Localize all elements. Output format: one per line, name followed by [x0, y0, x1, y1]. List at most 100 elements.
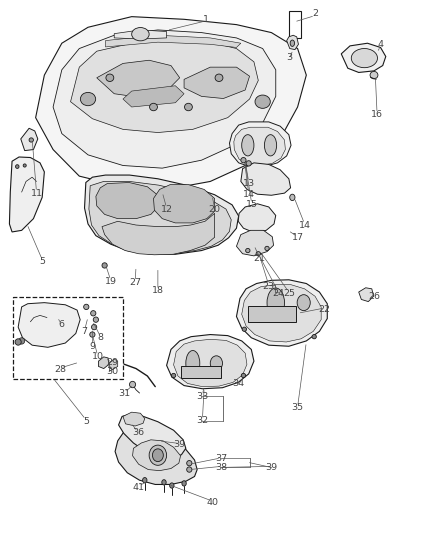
Polygon shape	[237, 280, 327, 346]
Text: 14: 14	[299, 221, 311, 230]
Ellipse shape	[15, 339, 21, 345]
Ellipse shape	[370, 71, 378, 79]
Text: 2: 2	[312, 10, 318, 19]
Text: 25: 25	[283, 288, 295, 297]
Ellipse shape	[150, 103, 157, 111]
Text: 8: 8	[97, 333, 103, 342]
Text: 11: 11	[31, 189, 42, 198]
Ellipse shape	[312, 335, 316, 339]
Text: 38: 38	[215, 463, 227, 472]
Text: 1: 1	[203, 15, 209, 24]
Polygon shape	[85, 175, 239, 254]
Polygon shape	[53, 30, 276, 168]
Text: 9: 9	[89, 342, 95, 351]
Polygon shape	[114, 30, 166, 39]
Bar	[181, 367, 221, 378]
Polygon shape	[184, 67, 250, 99]
Ellipse shape	[132, 28, 149, 41]
Text: 15: 15	[246, 200, 258, 209]
Polygon shape	[123, 412, 145, 426]
Polygon shape	[173, 340, 247, 386]
Polygon shape	[102, 213, 215, 255]
Polygon shape	[21, 128, 38, 151]
Text: 29: 29	[106, 358, 118, 367]
Text: 36: 36	[132, 429, 144, 438]
Text: 3: 3	[286, 53, 292, 62]
Ellipse shape	[81, 92, 95, 106]
Polygon shape	[96, 182, 158, 219]
Polygon shape	[97, 60, 180, 98]
Ellipse shape	[242, 327, 247, 332]
Text: 5: 5	[39, 257, 45, 265]
Ellipse shape	[18, 338, 25, 344]
Text: 41: 41	[133, 482, 145, 491]
Text: 19: 19	[105, 277, 117, 286]
Ellipse shape	[267, 288, 285, 317]
Text: 37: 37	[215, 455, 227, 463]
Ellipse shape	[162, 480, 166, 485]
Text: 7: 7	[81, 327, 88, 336]
Polygon shape	[99, 357, 109, 368]
Polygon shape	[106, 35, 241, 47]
Bar	[289, 11, 301, 38]
Text: 23: 23	[263, 281, 275, 290]
Ellipse shape	[130, 381, 136, 387]
Ellipse shape	[182, 481, 186, 486]
Text: 20: 20	[208, 205, 221, 214]
Ellipse shape	[15, 165, 19, 168]
Polygon shape	[18, 303, 80, 348]
Polygon shape	[166, 335, 254, 389]
Ellipse shape	[186, 351, 200, 376]
Polygon shape	[123, 86, 184, 107]
Ellipse shape	[92, 325, 97, 330]
Ellipse shape	[149, 445, 166, 465]
Ellipse shape	[84, 304, 89, 310]
Ellipse shape	[246, 248, 250, 253]
Text: 32: 32	[196, 416, 208, 425]
Ellipse shape	[143, 478, 147, 483]
Polygon shape	[115, 427, 197, 484]
Text: 6: 6	[58, 320, 64, 329]
Ellipse shape	[241, 158, 246, 163]
Text: 17: 17	[292, 233, 304, 243]
Polygon shape	[153, 184, 215, 223]
Ellipse shape	[265, 246, 269, 251]
Ellipse shape	[256, 252, 261, 256]
Bar	[248, 306, 296, 322]
Ellipse shape	[351, 49, 378, 68]
Polygon shape	[71, 39, 258, 133]
Ellipse shape	[241, 373, 246, 377]
Ellipse shape	[93, 317, 99, 322]
Ellipse shape	[290, 194, 295, 200]
Text: 24: 24	[272, 288, 284, 297]
Ellipse shape	[106, 74, 114, 82]
Polygon shape	[35, 17, 306, 189]
Text: 26: 26	[368, 292, 381, 301]
Text: 21: 21	[254, 254, 265, 263]
Text: 13: 13	[243, 179, 255, 188]
Text: 39: 39	[173, 440, 186, 449]
Text: 10: 10	[92, 352, 104, 361]
Ellipse shape	[255, 95, 270, 108]
Polygon shape	[287, 35, 298, 50]
Ellipse shape	[297, 295, 310, 311]
Ellipse shape	[242, 135, 254, 156]
Text: 22: 22	[319, 304, 331, 313]
Text: 27: 27	[129, 278, 141, 287]
Ellipse shape	[170, 483, 174, 488]
Ellipse shape	[265, 135, 277, 156]
Polygon shape	[230, 122, 291, 166]
Ellipse shape	[187, 467, 192, 472]
Polygon shape	[109, 359, 118, 369]
Text: 14: 14	[243, 190, 254, 199]
Ellipse shape	[187, 461, 192, 466]
Text: 33: 33	[196, 392, 208, 401]
Ellipse shape	[184, 103, 192, 111]
Text: 34: 34	[233, 379, 245, 388]
Text: 16: 16	[371, 110, 383, 119]
Polygon shape	[238, 204, 276, 232]
Text: 40: 40	[206, 497, 218, 506]
Polygon shape	[241, 163, 290, 195]
Polygon shape	[341, 43, 386, 72]
Ellipse shape	[152, 449, 163, 462]
